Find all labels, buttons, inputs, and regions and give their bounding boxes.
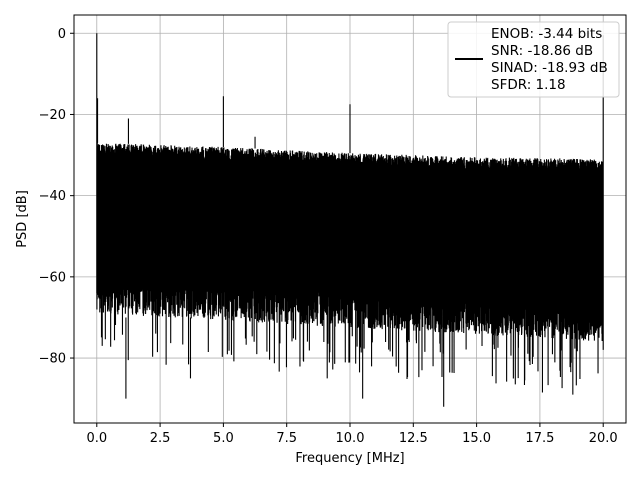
x-tick-label: 20.0	[589, 431, 618, 446]
legend-box	[447, 21, 620, 98]
y-axis: 0 −20 −40 −60 −80	[39, 27, 74, 367]
legend-line-snr: SNR: -18.86 dB	[491, 43, 593, 59]
y-tick-label: −20	[39, 108, 66, 123]
x-axis-label: Frequency [MHz]	[295, 451, 404, 466]
y-tick-label: −60	[39, 270, 66, 285]
x-tick-label: 7.5	[276, 431, 297, 446]
psd-series-trace	[96, 33, 604, 407]
x-tick-label: 2.5	[150, 431, 171, 446]
psd-trace-path	[96, 33, 604, 407]
legend-line-sinad: SINAD: -18.93 dB	[491, 60, 608, 76]
y-tick-label: −40	[39, 189, 66, 204]
legend-line-sfdr: SFDR: 1.18	[491, 77, 566, 93]
x-tick-label: 17.5	[525, 431, 554, 446]
x-tick-label: 10.0	[336, 431, 365, 446]
y-axis-label: PSD [dB]	[15, 190, 30, 248]
legend: ENOB: -3.44 bits SNR: -18.86 dB SINAD: -…	[447, 21, 620, 98]
x-tick-label: 0.0	[86, 431, 107, 446]
y-tick-label: 0	[58, 27, 66, 42]
x-tick-label: 15.0	[462, 431, 491, 446]
legend-line-enob: ENOB: -3.44 bits	[491, 26, 602, 42]
x-tick-label: 5.0	[213, 431, 234, 446]
y-tick-label: −80	[39, 352, 66, 367]
x-tick-label: 12.5	[399, 431, 428, 446]
x-axis: 0.0 2.5 5.0 7.5 10.0 12.5 15.0 17.5 20.0	[86, 423, 618, 446]
